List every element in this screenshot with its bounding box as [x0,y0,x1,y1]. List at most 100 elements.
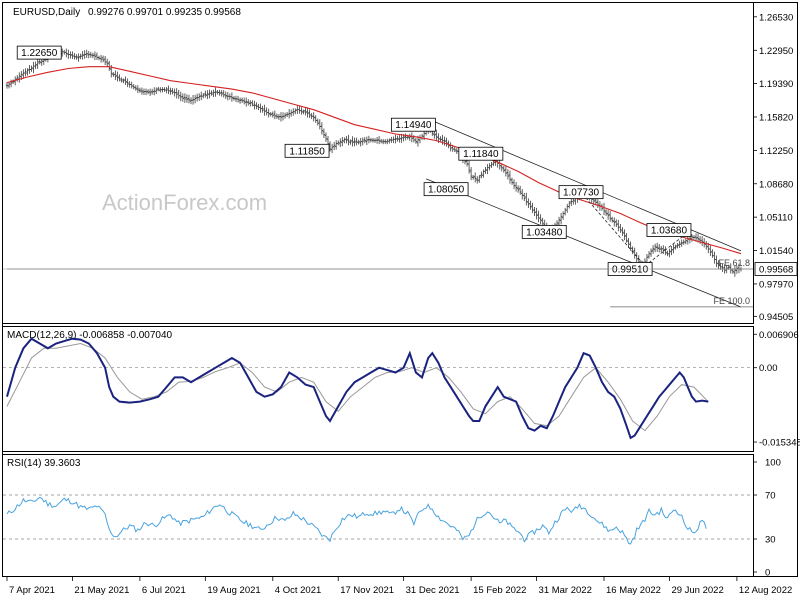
price-bar [312,112,315,122]
price-bar [304,107,307,116]
price-annotation-label: 1.14940 [395,120,432,131]
date-tick-label: 16 May 2022 [606,585,661,596]
price-bar [629,241,632,251]
price-bar [488,163,491,171]
price-bar [122,78,125,84]
price-bar [197,93,201,101]
price-bar [414,137,418,144]
price-bar [281,112,285,121]
rsi-tick-label: 70 [765,491,776,502]
price-layer: FE 61.8 FE 100.0 1.22650 1.11850 1.14940 1.11… [3,45,753,308]
price-bar [659,246,663,253]
price-bar [516,185,520,193]
macd-line [6,337,709,440]
price-bar [283,112,287,119]
price-bar [484,167,487,174]
price-bar [338,138,342,147]
price-bar [345,136,348,144]
rsi-tick-label: 0 [765,568,770,579]
price-annotation: 1.07730 [558,185,604,200]
price-annotation: 1.08050 [423,182,469,197]
price-bar [255,102,258,110]
price-bar [322,128,326,138]
date-tick-label: 31 Dec 2021 [406,585,460,596]
price-annotation: 1.11840 [458,146,504,161]
price-bar [612,217,616,227]
price-bar [79,53,82,60]
price-bar [204,90,207,98]
price-bar [34,61,37,70]
price-bar [621,227,624,236]
date-tick-label: 12 Aug 2022 [739,585,792,596]
price-bar [649,248,653,257]
price-bar [510,177,514,185]
price-bar [480,171,483,179]
price-bar [717,260,720,269]
rsi-panel-frame [2,454,754,577]
price-bar [118,74,121,82]
price-bar [69,51,72,59]
price-bar [351,136,354,147]
date-tick-label: 17 Nov 2021 [340,585,394,596]
price-bar [93,51,97,61]
price-bar [563,207,567,216]
price-bar [522,192,526,201]
trend-line [425,117,742,252]
price-bar [606,209,610,220]
price-bar [518,185,522,195]
price-bar [271,111,275,118]
date-tick-label: 4 Oct 2021 [275,585,321,596]
price-bar [220,90,223,97]
price-bar [300,107,303,115]
price-bar [165,86,168,94]
rsi-tick-label: 30 [765,535,776,546]
price-bar [353,137,356,147]
price-bar [148,88,152,96]
price-bar [635,252,639,263]
price-bar [134,85,138,91]
price-tick-label: 1.08680 [759,179,793,190]
price-bar [341,137,344,147]
price-bar [700,236,704,247]
price-annotation: 1.22650 [16,45,62,60]
price-bar [187,94,191,104]
price-annotation: 1.14940 [390,117,436,132]
price-bar [664,246,667,256]
price-annotation-label: 1.11840 [463,149,499,160]
price-bar [38,59,42,65]
price-bar [610,216,614,223]
price-bar [114,70,117,81]
price-bar [236,95,240,103]
price-bar [75,54,78,60]
price-bar [189,97,193,105]
price-bar [126,78,129,88]
last-price-marker: 0.99568 [754,262,798,276]
price-bar [473,172,477,183]
price-annotation: 1.03680 [646,223,692,237]
price-bar [670,245,673,256]
price-bar [332,141,336,151]
price-bar [567,201,571,209]
price-bar [287,109,291,119]
price-bar [662,245,665,255]
price-bar [318,119,322,130]
price-bar [684,238,688,245]
price-bar [183,93,187,103]
price-bar [361,137,365,146]
price-bar [89,51,93,58]
price-bar [711,249,714,258]
price-bar [99,54,103,63]
price-bar [77,53,80,62]
price-tick-label: 1.22950 [759,46,793,57]
price-bar [512,179,516,190]
price-bar [383,139,387,145]
price-bar [355,137,358,146]
header-symbol: EURUSD,Daily [13,7,80,18]
price-bar [73,52,76,60]
price-bar [159,87,162,93]
price-bar [324,132,328,142]
price-bar [394,134,397,144]
price-annotation-label: 1.07730 [563,188,600,199]
price-bar [363,137,367,144]
price-bar [316,118,320,126]
